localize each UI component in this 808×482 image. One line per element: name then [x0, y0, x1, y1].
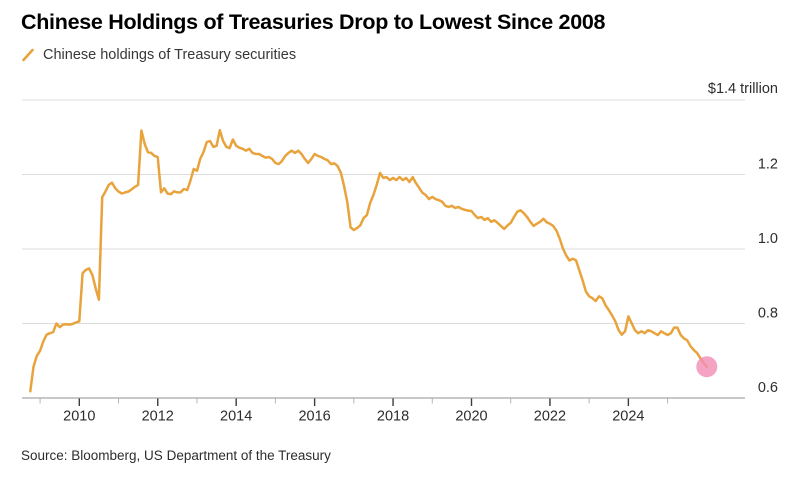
chart-title: Chinese Holdings of Treasuries Drop to L…: [21, 10, 606, 34]
y-axis-unit-label: $1.4 trillion: [708, 81, 778, 97]
source-note: Source: Bloomberg, US Department of the …: [21, 448, 331, 463]
y-tick-label: 0.6: [758, 380, 778, 396]
legend-line-icon: [22, 48, 34, 62]
series-line: [29, 128, 709, 393]
x-tick-label: 2012: [142, 409, 174, 425]
x-tick-label: 2024: [612, 409, 644, 425]
x-tick-label: 2014: [220, 409, 252, 425]
legend: Chinese holdings of Treasury securities: [21, 47, 296, 63]
x-tick-label: 2018: [377, 409, 409, 425]
y-tick-label: 0.8: [758, 306, 778, 322]
x-tick-label: 2022: [534, 409, 566, 425]
y-tick-label: 1.0: [758, 231, 778, 247]
latest-value-marker: [696, 356, 718, 378]
y-tick-label: 1.2: [758, 157, 778, 173]
x-tick-label: 2010: [63, 409, 95, 425]
legend-label: Chinese holdings of Treasury securities: [43, 47, 297, 63]
x-tick-label: 2020: [455, 409, 487, 425]
x-tick-label: 2016: [298, 409, 330, 425]
